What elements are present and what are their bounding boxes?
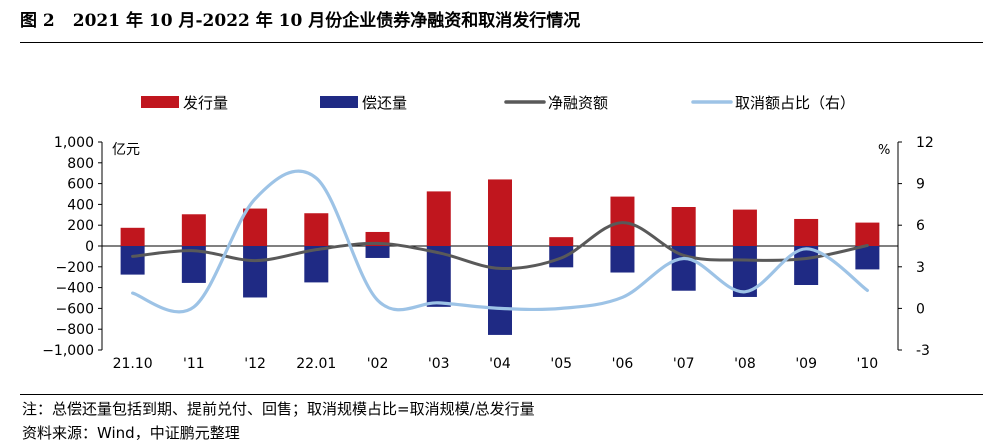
x-tick-label: 21.10	[113, 356, 153, 372]
x-tick-label: '05	[550, 356, 572, 372]
bar-repayment	[855, 246, 880, 270]
bar-issuance	[304, 213, 329, 246]
top-rule	[20, 42, 983, 43]
left-tick-label: −400	[56, 281, 94, 297]
bar-issuance	[120, 227, 145, 246]
bar-repayment	[610, 246, 635, 273]
bar-issuance	[671, 207, 696, 246]
bar-repayment	[488, 246, 512, 335]
left-tick-label: 0	[85, 239, 94, 255]
bar-issuance	[732, 209, 757, 246]
x-tick-label: '04	[489, 356, 511, 372]
bar-repayment	[365, 246, 390, 258]
x-tick-label: '07	[673, 356, 695, 372]
x-tick-label: '09	[795, 356, 817, 372]
left-tick-label: 600	[67, 177, 94, 193]
legend-label: 偿还量	[362, 94, 407, 112]
bar-issuance	[181, 214, 206, 246]
bar-issuance	[855, 222, 880, 246]
right-axis-unit: %	[878, 143, 890, 158]
bottom-rule	[20, 394, 983, 395]
legend-label: 净融资额	[548, 94, 608, 112]
left-tick-label: −600	[56, 301, 94, 317]
left-tick-label: 200	[67, 218, 94, 234]
x-tick-label: '11	[183, 356, 205, 372]
left-tick-label: −200	[56, 260, 94, 276]
x-tick-label: '02	[367, 356, 389, 372]
x-tick-label: '03	[428, 356, 450, 372]
right-tick-label: 9	[916, 177, 925, 193]
right-tick-label: 6	[916, 218, 925, 234]
left-tick-label: −800	[56, 322, 94, 338]
figure-title: 图 2 2021 年 10 月-2022 年 10 月份企业债券净融资和取消发行情…	[20, 6, 598, 31]
left-tick-label: 800	[67, 156, 94, 172]
right-tick-label: 12	[916, 135, 934, 151]
x-tick-label: '08	[734, 356, 756, 372]
bar-issuance	[426, 191, 451, 246]
cancel-ratio-line	[131, 169, 869, 314]
legend-swatch-bar	[141, 96, 179, 108]
legend-swatch-bar	[320, 96, 358, 108]
bar-issuance	[488, 179, 512, 246]
figure-number: 图 2	[20, 11, 55, 31]
x-tick-label: 22.01	[296, 356, 336, 372]
figure-title-text: 2021 年 10 月-2022 年 10 月份企业债券净融资和取消发行情况	[72, 11, 581, 31]
bar-issuance	[794, 218, 819, 246]
x-tick-label: '10	[857, 356, 879, 372]
net-financing-line	[131, 221, 869, 270]
left-tick-label: 1,000	[54, 135, 94, 151]
bar-repayment	[243, 246, 268, 298]
x-tick-label: '06	[612, 356, 634, 372]
left-axis-unit: 亿元	[112, 142, 140, 158]
right-tick-label: -3	[916, 343, 930, 359]
legend-label: 发行量	[183, 94, 228, 112]
chart-note: 注：总偿还量包括到期、提前兑付、回售；取消规模占比=取消规模/总发行量	[22, 400, 535, 418]
right-tick-label: 0	[916, 301, 925, 317]
right-tick-label: 3	[916, 260, 925, 276]
bar-repayment	[120, 246, 145, 275]
chart-source: 资料来源：Wind，中证鹏元整理	[22, 424, 240, 442]
bar-issuance	[243, 208, 268, 246]
left-tick-label: −1,000	[42, 343, 94, 359]
bar-issuance	[549, 237, 574, 246]
x-tick-label: '12	[244, 356, 266, 372]
legend-label: 取消额占比（右）	[735, 94, 855, 112]
left-tick-label: 400	[67, 197, 94, 213]
